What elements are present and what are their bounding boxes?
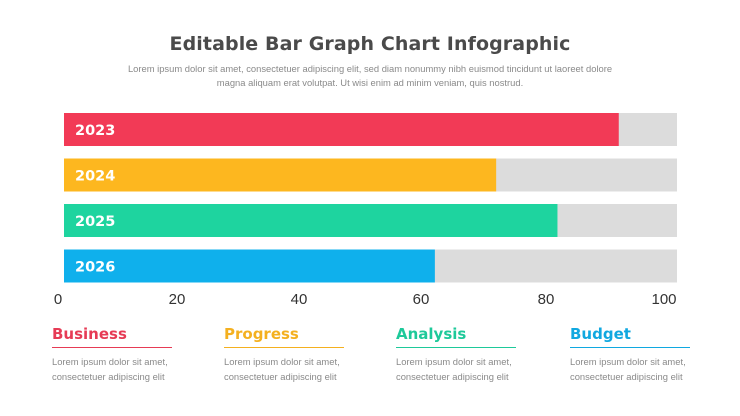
card-text: Lorem ipsum dolor sit amet, consectetuer… — [570, 356, 686, 382]
bar-label: 2025 — [75, 214, 115, 230]
bar-chart: 2023 2024 2025 2026 0 20 40 60 80 100 — [54, 113, 677, 308]
card-budget: Budget Lorem ipsum dolor sit amet, conse… — [570, 322, 692, 384]
x-tick-label: 0 — [54, 291, 62, 308]
bar-label: 2023 — [75, 123, 115, 139]
card-divider — [396, 347, 516, 348]
bar-2023 — [64, 113, 619, 146]
x-tick-label: 60 — [413, 291, 430, 308]
card-text: Lorem ipsum dolor sit amet, consectetuer… — [396, 356, 512, 382]
card-analysis: Analysis Lorem ipsum dolor sit amet, con… — [396, 322, 518, 384]
x-tick-label: 80 — [538, 291, 555, 308]
card-title: Business — [52, 325, 127, 343]
card-divider — [224, 347, 344, 348]
bar-2024 — [64, 158, 497, 192]
bar-label: 2026 — [75, 260, 115, 276]
card-progress: Progress Lorem ipsum dolor sit amet, con… — [224, 322, 346, 384]
card-title: Progress — [224, 325, 299, 343]
bar-2026 — [64, 249, 435, 283]
card-divider — [52, 347, 172, 348]
card-text: Lorem ipsum dolor sit amet, consectetuer… — [52, 356, 168, 382]
bar-2025 — [64, 204, 558, 237]
bar-label: 2024 — [75, 169, 115, 185]
x-tick-label: 20 — [169, 291, 186, 308]
page-subtitle: Lorem ipsum dolor sit amet, consectetuer… — [127, 63, 613, 88]
card-divider — [570, 347, 690, 348]
page-title: Editable Bar Graph Chart Infographic — [169, 33, 571, 55]
x-tick-label: 100 — [651, 291, 676, 308]
card-business: Business Lorem ipsum dolor sit amet, con… — [52, 322, 174, 384]
x-tick-label: 40 — [291, 291, 308, 308]
card-text: Lorem ipsum dolor sit amet, consectetuer… — [224, 356, 340, 382]
card-title: Analysis — [396, 325, 467, 343]
card-title: Budget — [570, 325, 631, 343]
